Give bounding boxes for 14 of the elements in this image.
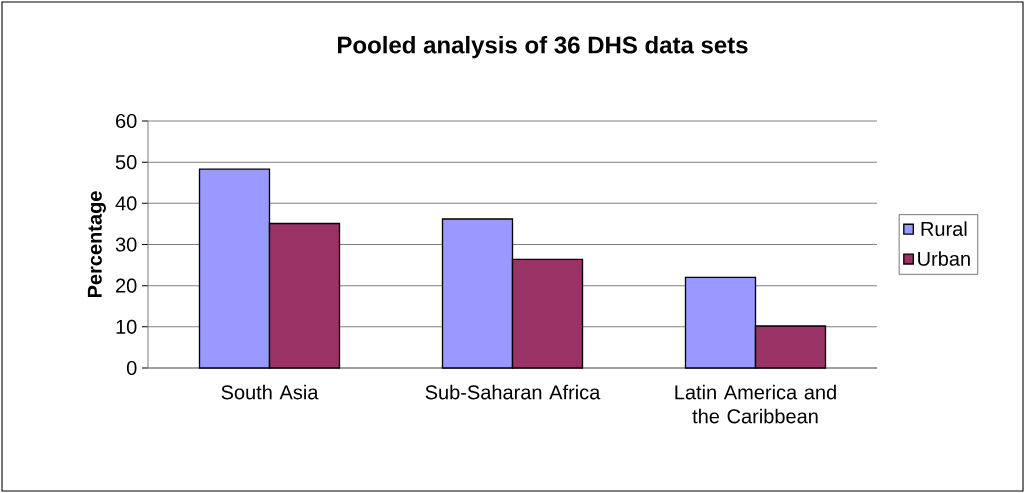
legend-label: Urban	[918, 251, 970, 266]
x-tick-label: Latin America and the Caribbean	[675, 384, 836, 424]
y-tick-label: 0	[126, 360, 137, 376]
y-tick-label: 40	[115, 196, 137, 211]
x-tick-label: South Asia	[221, 384, 319, 400]
x-tick-label: Sub-Saharan Africa	[425, 384, 601, 400]
y-tick-label: 60	[116, 113, 137, 129]
y-tick-label: 50	[115, 155, 137, 170]
y-tick-label: 30	[115, 237, 137, 252]
y-tick-label: 10	[116, 319, 137, 334]
legend-label: Rural	[921, 221, 967, 237]
chart-title: Pooled analysis of 36 DHS data sets	[338, 35, 748, 59]
y-axis-title: Percentage	[87, 191, 106, 298]
y-tick-label: 20	[116, 278, 137, 293]
